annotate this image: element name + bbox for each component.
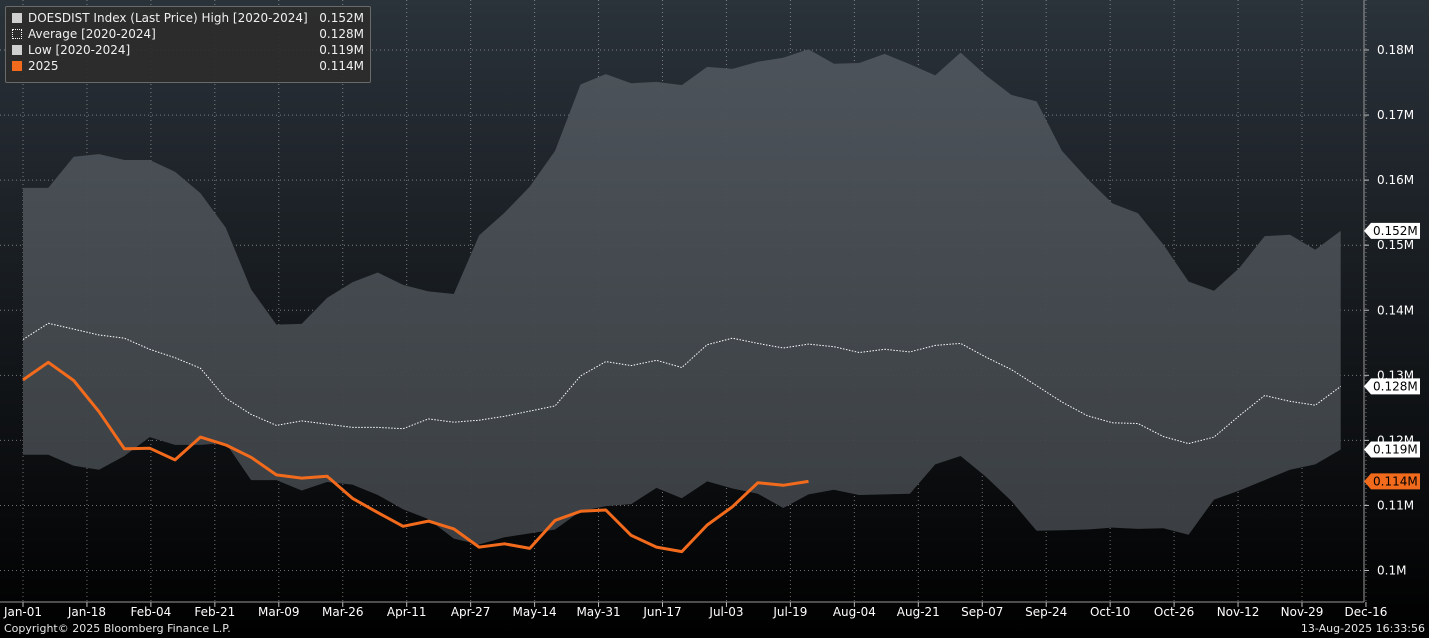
x-tick-label: Jul-03	[708, 605, 743, 619]
series-2025-line	[22, 360, 809, 554]
x-tick-label: Feb-21	[194, 605, 235, 619]
high-low-band-area	[23, 49, 1341, 545]
x-tick-label: Feb-04	[130, 605, 171, 619]
legend-label: DOESDIST Index (Last Price) High [2020-2…	[28, 11, 308, 25]
x-tick-label: May-14	[512, 605, 556, 619]
last-value-tag	[1364, 378, 1420, 395]
legend-value: 0.119M	[319, 43, 364, 57]
x-tick-label: Oct-10	[1090, 605, 1130, 619]
legend-label: Low [2020-2024]	[28, 43, 131, 57]
legend-swatch	[12, 29, 22, 39]
average-line	[22, 322, 1341, 445]
legend-item: Low [2020-2024] 0.119M	[12, 42, 364, 58]
last-value-tag	[1364, 222, 1420, 239]
last-value-text: 0.119M	[1373, 442, 1418, 456]
legend-item: DOESDIST Index (Last Price) High [2020-2…	[12, 10, 364, 26]
x-tick-label: Jan-01	[3, 605, 42, 619]
x-tick-label: Sep-07	[961, 605, 1003, 619]
last-value-labels-layer: 0.152M 0.128M 0.119M 0.114M	[1364, 222, 1420, 490]
axes-layer: 0.1M0.11M0.12M0.13M0.14M0.15M0.16M0.17M0…	[0, 0, 1414, 619]
legend-label: Average [2020-2024]	[28, 27, 156, 41]
x-tick-label: Aug-04	[833, 605, 876, 619]
last-value-label: 0.152M	[1364, 222, 1420, 239]
x-tick-label: Mar-09	[258, 605, 299, 619]
legend: DOESDIST Index (Last Price) High [2020-2…	[5, 6, 371, 83]
x-tick-label: Oct-26	[1154, 605, 1194, 619]
y-tick-label: 0.18M	[1377, 43, 1414, 57]
last-value-text: 0.114M	[1373, 474, 1418, 488]
y-tick-label: 0.17M	[1377, 108, 1414, 122]
legend-item: 2025 0.114M	[12, 58, 364, 74]
y-tick-label: 0.15M	[1377, 238, 1414, 252]
x-tick-label: Jun-17	[642, 605, 681, 619]
x-tick-label: Nov-29	[1281, 605, 1324, 619]
x-tick-label: Sep-24	[1025, 605, 1067, 619]
x-tick-label: Jan-18	[67, 605, 106, 619]
x-tick-label: Apr-11	[387, 605, 427, 619]
timestamp-text: 13-Aug-2025 16:33:56	[1300, 622, 1425, 635]
x-tick-label: Apr-27	[451, 605, 491, 619]
y-tick-label: 0.16M	[1377, 173, 1414, 187]
last-value-label: 0.114M	[1364, 473, 1420, 490]
x-tick-label: Nov-12	[1217, 605, 1260, 619]
legend-label: 2025	[28, 59, 59, 73]
legend-value: 0.128M	[319, 27, 364, 41]
last-value-text: 0.152M	[1373, 224, 1418, 238]
x-tick-label: Jul-19	[772, 605, 807, 619]
legend-item: Average [2020-2024] 0.128M	[12, 26, 364, 42]
legend-value: 0.114M	[319, 59, 364, 73]
x-tick-label: Mar-26	[322, 605, 363, 619]
legend-value: 0.152M	[319, 11, 364, 25]
x-tick-label: Aug-21	[897, 605, 940, 619]
y-tick-label: 0.1M	[1377, 564, 1406, 578]
band-area-layer	[23, 49, 1341, 545]
x-tick-label: May-31	[576, 605, 620, 619]
legend-swatch	[12, 61, 22, 71]
last-value-label: 0.119M	[1364, 441, 1420, 458]
copyright-text: Copyright© 2025 Bloomberg Finance L.P.	[4, 622, 231, 635]
last-value-tag	[1364, 473, 1420, 490]
last-value-label: 0.128M	[1364, 378, 1420, 395]
legend-swatch	[12, 13, 22, 23]
legend-swatch	[12, 45, 22, 55]
y-tick-label: 0.11M	[1377, 498, 1414, 512]
last-value-tag	[1364, 441, 1420, 458]
series-lines-layer	[22, 322, 1341, 554]
last-value-text: 0.128M	[1373, 379, 1418, 393]
x-tick-label: Dec-16	[1345, 605, 1388, 619]
y-tick-label: 0.14M	[1377, 303, 1414, 317]
